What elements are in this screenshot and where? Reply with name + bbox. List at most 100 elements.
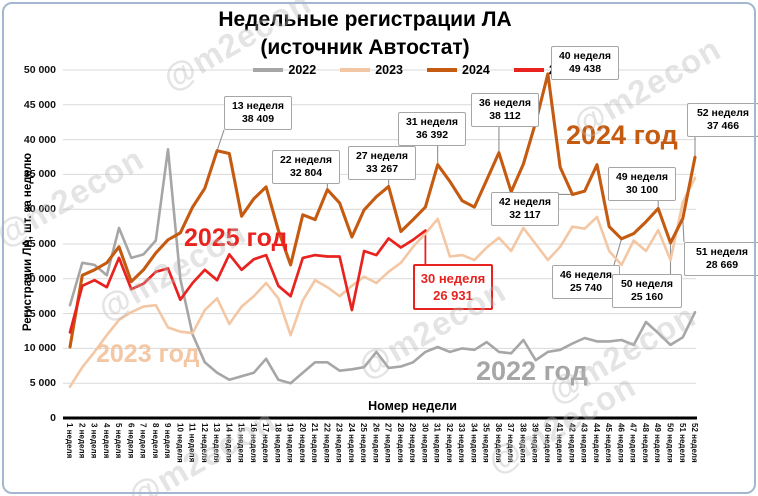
callout-week-label: 51 неделя	[695, 246, 749, 258]
legend: 2022202320242025	[105, 63, 725, 77]
legend-item-label: 2023	[375, 63, 403, 77]
callout-box-week-31: 31 неделя 36 392	[398, 112, 466, 146]
series-label-2025: 2025 год	[184, 224, 288, 252]
x-axis-line	[63, 416, 697, 420]
x-tick-label: 12 неделя	[199, 423, 209, 463]
x-tick-label: 28 неделя	[395, 423, 405, 463]
x-tick-label: 22 неделя	[322, 423, 332, 463]
x-tick-label: 4 неделя	[101, 423, 111, 459]
series-label-2022: 2022 год	[476, 356, 588, 386]
callout-week-label: 40 неделя	[558, 50, 612, 62]
callout-value: 36 392	[415, 129, 449, 141]
y-tick-label: 45 000	[23, 98, 56, 111]
legend-item-2024: 2024	[427, 63, 490, 77]
callout-value: 38 112	[489, 110, 521, 122]
callout-week-label: 36 неделя	[478, 97, 532, 109]
callout-week-label: 31 неделя	[405, 116, 459, 128]
x-axis-title: Номер недели	[368, 399, 457, 413]
x-tick-label: 35 неделя	[481, 423, 491, 463]
legend-item-2023: 2023	[340, 63, 403, 77]
x-tick-label: 3 неделя	[89, 423, 99, 459]
callout-box-week-49: 49 неделя 30 100	[608, 167, 676, 201]
callout-value: 25 740	[569, 282, 603, 294]
x-tick-label: 37 неделя	[506, 423, 516, 463]
x-tick-label: 1 неделя	[65, 423, 74, 459]
x-tick-label: 52 неделя	[690, 423, 699, 463]
callout-box-week-27: 27 неделя 33 267	[348, 146, 416, 180]
x-tick-label: 29 неделя	[408, 423, 418, 463]
y-tick-label: 0	[50, 412, 56, 424]
x-tick-label: 42 неделя	[567, 423, 577, 463]
legend-swatch-2025	[513, 68, 544, 72]
callout-value: 38 409	[241, 113, 275, 125]
series-line-2022	[68, 148, 697, 385]
legend-swatch-2023	[340, 68, 371, 72]
x-tick-label: 33 неделя	[457, 423, 467, 463]
x-tick-label: 43 неделя	[579, 423, 589, 463]
x-tick-label: 7 неделя	[138, 423, 148, 459]
series-line-2023	[68, 176, 697, 389]
y-axis-title: Регистрации ЛА, шт. за неделю	[22, 152, 34, 332]
callout-week-label: 42 неделя	[498, 196, 552, 208]
callout-leader-line	[216, 129, 225, 151]
x-tick-label: 41 неделя	[555, 423, 565, 463]
legend-item-label: 2024	[462, 63, 490, 77]
y-tick-label: 30 000	[23, 203, 56, 216]
legend-item-label: 2022	[288, 63, 317, 77]
x-tick-label: 24 неделя	[346, 423, 356, 463]
x-tick-label: 47 неделя	[628, 423, 638, 463]
y-tick-label: 5 000	[29, 377, 56, 390]
callout-box-week-40: 40 неделя 49 438	[551, 46, 619, 80]
x-tick-label: 50 неделя	[665, 423, 675, 463]
callout-value: 33 267	[365, 163, 399, 175]
callout-value: 25 160	[630, 291, 664, 303]
x-tick-label: 21 неделя	[310, 423, 320, 463]
callout-week-label: 52 неделя	[696, 107, 750, 119]
x-tick-label: 34 неделя	[469, 423, 479, 463]
x-tick-label: 48 неделя	[640, 423, 650, 463]
callout-value: 37 466	[706, 120, 740, 132]
x-tick-label: 49 неделя	[653, 423, 663, 463]
callout-box-week-52: 52 неделя 37 466	[687, 103, 758, 137]
x-tick-label: 18 неделя	[273, 423, 283, 463]
callout-week-label: 30 неделя	[420, 271, 486, 286]
callout-value: 32 117	[509, 209, 541, 221]
x-tick-label: 10 неделя	[175, 423, 185, 463]
callout-box-week-36: 36 неделя 38 112	[471, 93, 539, 127]
x-tick-label: 30 неделя	[420, 423, 430, 463]
x-tick-label: 39 неделя	[530, 423, 540, 463]
x-tick-label: 16 неделя	[248, 423, 258, 463]
legend-item-2022: 2022	[253, 63, 316, 77]
x-tick-label: 23 неделя	[334, 423, 344, 463]
callout-box-week-50: 50 неделя 25 160	[612, 274, 682, 308]
y-tick-label: 25 000	[23, 238, 56, 250]
y-tick-label: 15 000	[23, 307, 56, 320]
x-tick-label: 17 неделя	[261, 423, 271, 463]
callout-week-label: 49 неделя	[615, 171, 669, 183]
callout-box-week-51: 51 неделя 28 669	[684, 242, 758, 276]
x-tick-label: 19 неделя	[285, 423, 295, 463]
x-tick-label: 36 неделя	[493, 423, 503, 463]
callout-box-week-46: 46 неделя 25 740	[552, 265, 620, 299]
x-tick-label: 44 неделя	[591, 423, 601, 463]
series-label-2023: 2023 год	[96, 340, 200, 368]
callout-value: 49 438	[568, 63, 602, 75]
x-tick-label: 13 неделя	[212, 423, 222, 463]
y-tick-label: 20 000	[23, 272, 56, 285]
chart-title-line1: Недельные регистрации ЛА	[218, 8, 512, 31]
chart-title-line2: (источник Автостат)	[260, 36, 470, 59]
callout-box-week-22: 22 неделя 32 804	[272, 150, 340, 184]
series-line-2025	[68, 229, 427, 334]
x-tick-label: 25 неделя	[359, 423, 369, 463]
callout-value: 30 100	[625, 184, 659, 196]
callout-value: 28 669	[705, 259, 739, 271]
callout-week-label: 50 неделя	[620, 278, 674, 290]
x-tick-label: 46 неделя	[616, 423, 626, 463]
callout-week-label: 22 неделя	[279, 154, 333, 166]
x-tick-label: 2 неделя	[77, 423, 87, 459]
y-tick-label: 50 000	[23, 64, 56, 76]
callout-box-week-42: 42 неделя 32 117	[491, 192, 559, 226]
x-tick-label: 40 неделя	[542, 423, 552, 463]
x-tick-label: 5 неделя	[114, 423, 124, 459]
